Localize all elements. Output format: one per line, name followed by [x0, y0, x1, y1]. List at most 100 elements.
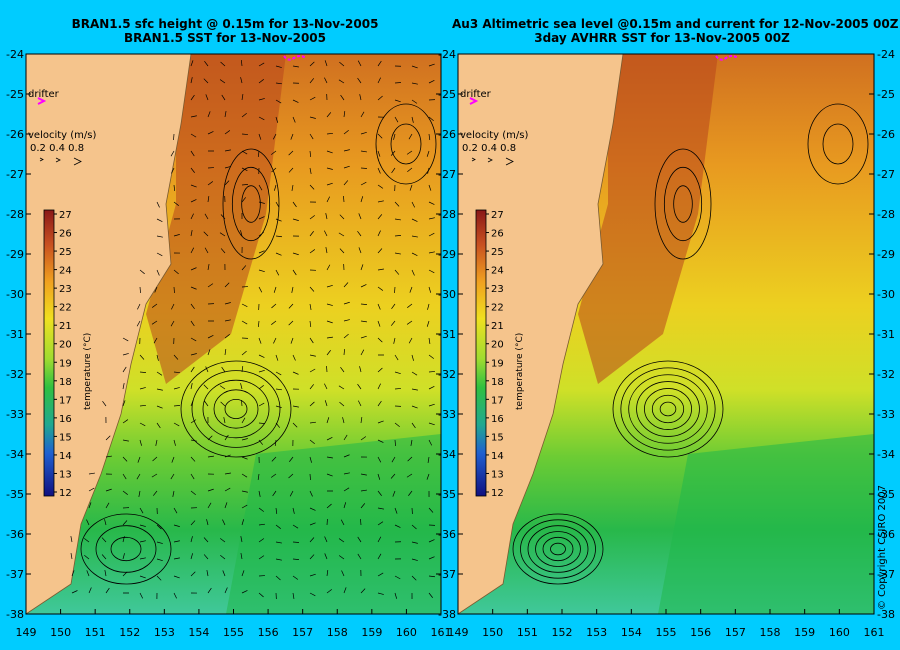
current-vector: [343, 472, 350, 475]
current-vector: [290, 337, 294, 344]
current-vector: [377, 572, 384, 577]
y-tick-label: -24: [6, 48, 24, 61]
current-vector: [275, 201, 280, 208]
current-vector: [324, 536, 328, 543]
current-vector: [275, 99, 282, 104]
y-tick-label: -36: [438, 528, 456, 541]
right-colorbar-tick-label: 27: [491, 210, 504, 221]
current-vector: [428, 201, 435, 205]
current-vector: [221, 366, 226, 373]
current-vector: [394, 286, 396, 294]
current-vector: [427, 167, 430, 174]
current-vector: [323, 230, 328, 237]
current-vector: [309, 421, 316, 424]
x-tick-label: 154: [621, 626, 642, 639]
current-vector: [156, 575, 162, 581]
current-vector: [309, 167, 312, 174]
y-tick-label: -28: [6, 208, 24, 221]
left-eddy-contour: [222, 148, 280, 260]
current-vector: [190, 150, 195, 157]
current-vector: [357, 60, 362, 67]
current-vector: [190, 213, 194, 220]
current-vector: [271, 456, 277, 462]
current-vector: [190, 167, 195, 173]
y-tick-label: -30: [438, 288, 456, 301]
y-tick-label: -36: [877, 528, 895, 541]
current-vector: [357, 230, 362, 237]
current-vector: [271, 167, 277, 173]
current-vector: [139, 422, 146, 427]
current-vector: [411, 558, 418, 561]
x-tick-label: 160: [396, 626, 417, 639]
current-vector: [394, 82, 402, 84]
current-vector: [173, 507, 178, 514]
x-tick-label: 160: [829, 626, 850, 639]
left-eddy-contour: [241, 185, 261, 223]
y-tick-label: -24: [877, 48, 895, 61]
y-tick-label: -28: [438, 208, 456, 221]
current-vector: [204, 400, 209, 407]
current-vector: [292, 65, 299, 68]
current-vector: [411, 422, 416, 429]
current-vector: [428, 184, 432, 191]
current-vector: [288, 473, 294, 479]
left-drifter-symbol: [37, 97, 47, 105]
right-eddy-contour: [535, 531, 581, 567]
left-drifter-label: drifter: [28, 89, 60, 100]
current-vector: [223, 417, 226, 424]
y-tick-label: -32: [877, 368, 895, 381]
current-vector: [292, 422, 298, 428]
current-vector: [428, 286, 432, 293]
current-vector: [343, 180, 349, 186]
current-vector: [360, 436, 367, 441]
right-velocity-arrow: [505, 157, 514, 166]
current-vector: [411, 524, 417, 530]
current-vector: [428, 385, 435, 390]
current-vector: [220, 555, 226, 560]
current-vector: [104, 570, 107, 577]
current-vector: [173, 439, 176, 446]
current-vector: [275, 524, 281, 529]
current-vector: [428, 337, 431, 344]
current-vector: [219, 232, 226, 237]
current-vector: [207, 196, 210, 203]
current-vector: [275, 405, 282, 409]
current-vector: [428, 251, 435, 254]
current-vector: [343, 111, 346, 118]
x-tick-label: 152: [119, 626, 140, 639]
current-vector: [357, 77, 362, 84]
left-drifter-track: [283, 55, 307, 61]
current-vector: [406, 320, 413, 325]
current-vector: [338, 538, 345, 543]
current-vector: [272, 490, 277, 497]
current-vector: [428, 507, 434, 513]
current-vector: [273, 286, 277, 293]
right-colorbar-tick-label: 23: [491, 284, 504, 295]
current-vector: [360, 503, 366, 509]
current-vector: [224, 434, 229, 441]
y-tick-label: -38: [438, 608, 456, 621]
left-eddy-contour: [110, 536, 142, 562]
x-tick-label: 157: [725, 626, 746, 639]
current-vector: [406, 150, 413, 155]
left-eddy-contour: [180, 360, 292, 458]
right-eddy-contour: [636, 381, 700, 437]
current-vector: [139, 286, 141, 294]
current-vector: [258, 555, 265, 560]
current-vector: [411, 235, 418, 238]
current-vector: [241, 519, 245, 526]
current-vector: [207, 349, 211, 356]
current-vector: [290, 133, 294, 140]
right-colorbar-tick-label: 24: [491, 266, 504, 277]
current-vector: [377, 337, 383, 343]
current-vector: [190, 94, 195, 101]
current-vector: [343, 282, 349, 288]
current-vector: [224, 166, 231, 169]
current-vector: [407, 456, 413, 462]
current-vector: [377, 553, 382, 560]
current-vector: [275, 422, 281, 428]
current-vector: [343, 301, 350, 305]
right-eddy-contour: [822, 123, 854, 165]
current-vector: [394, 99, 401, 103]
